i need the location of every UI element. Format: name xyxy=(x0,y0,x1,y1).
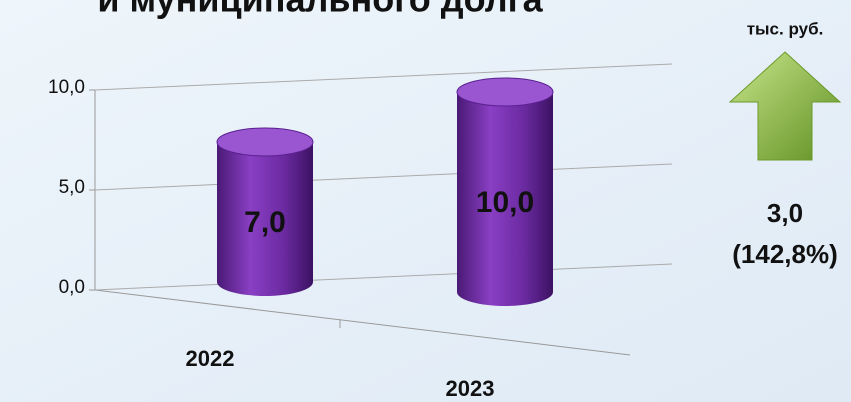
floor-edge xyxy=(94,289,631,356)
x-tick-label: 2022 xyxy=(186,346,235,371)
cylinder-body xyxy=(217,142,313,296)
cylinder-top xyxy=(456,77,554,107)
x-tick-label: 2023 xyxy=(446,376,495,401)
value-label: 10,0 xyxy=(476,186,534,219)
unit-label: тыс. руб. xyxy=(747,19,824,38)
grid-line xyxy=(94,63,673,91)
y-tick-label: 0,0 xyxy=(59,277,85,298)
cylinder xyxy=(456,77,554,306)
grid-line xyxy=(94,163,673,191)
grid-line xyxy=(94,263,673,291)
cylinder-top xyxy=(216,127,314,157)
change-label: 3,0 xyxy=(767,198,803,228)
up-arrow xyxy=(728,51,842,161)
value-label: 7,0 xyxy=(244,206,286,239)
percent-label: (142,8%) xyxy=(732,239,838,269)
y-tick-label: 5,0 xyxy=(59,177,85,198)
cylinder xyxy=(216,127,314,296)
cylinder-body xyxy=(457,92,553,306)
chart-title: и муниципального долга xyxy=(97,0,543,20)
y-tick-label: 10,0 xyxy=(48,77,85,98)
